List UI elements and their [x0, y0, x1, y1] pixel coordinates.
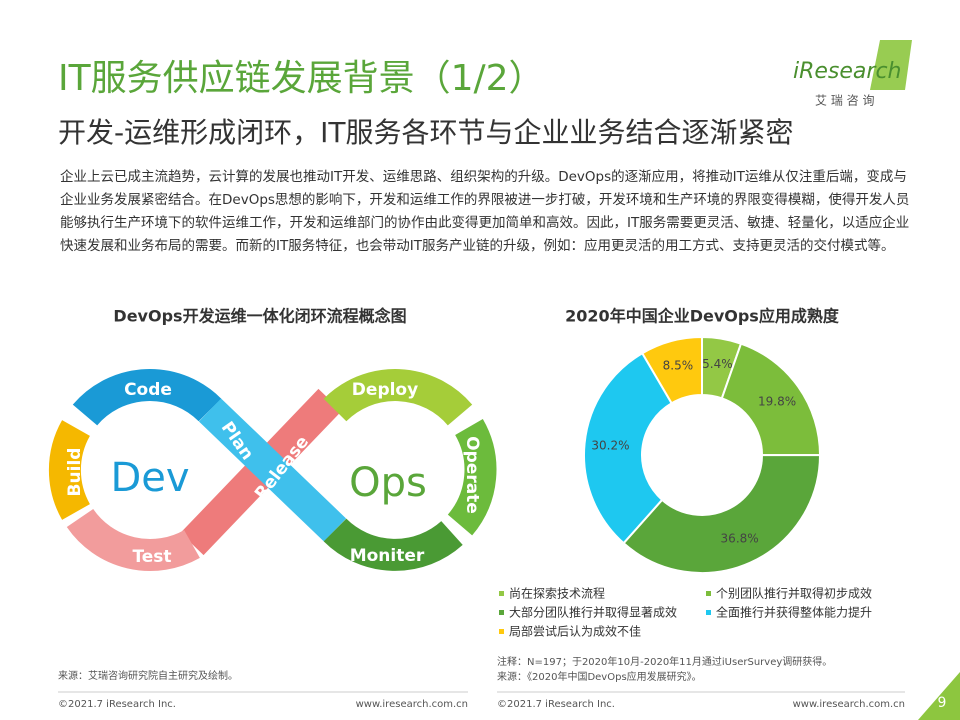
intro-paragraph: 企业上云已成主流趋势，云计算的发展也推动IT开发、运维思路、组织架构的升级。De… — [60, 169, 910, 254]
step-build: Build — [65, 448, 85, 497]
step-operate: Operate — [462, 436, 482, 514]
donut-slice — [622, 454, 822, 574]
legend-swatch — [499, 629, 504, 634]
left-source: 来源：艾瑞咨询研究院自主研究及绘制。 — [58, 669, 238, 682]
step-code: Code — [124, 380, 172, 400]
step-monitor: Moniter — [350, 546, 425, 566]
legend-label: 大部分团队推行并取得显著成效 — [509, 605, 677, 620]
page-corner — [918, 672, 960, 720]
url: www.iresearch.com.cn — [793, 699, 905, 710]
page-number: 9 — [938, 695, 947, 711]
step-deploy: Deploy — [352, 380, 418, 400]
chart-title: 2020年中国企业DevOps应用成熟度 — [565, 307, 840, 326]
copyright: ©2021.7 iResearch Inc. — [497, 699, 615, 710]
step-test: Test — [132, 547, 171, 567]
logo-shape — [870, 40, 912, 90]
deploy-band — [323, 369, 473, 426]
title: IT服务供应链发展背景（1/2） — [58, 58, 545, 99]
data-label: 30.2% — [591, 438, 629, 452]
dev-label: Dev — [110, 455, 189, 501]
copyright: ©2021.7 iResearch Inc. — [58, 699, 176, 710]
legend-label: 全面推行并获得整体能力提升 — [716, 605, 872, 620]
infinity-loop — [48, 369, 497, 571]
ops-label: Ops — [349, 460, 427, 506]
legend-label: 尚在探索技术流程 — [509, 586, 605, 601]
legend-swatch — [499, 610, 504, 615]
note: 注释：N=197；于2020年10月-2020年11月通过iUserSurvey… — [497, 655, 832, 668]
monitor-band — [323, 518, 463, 571]
url: www.iresearch.com.cn — [356, 699, 468, 710]
logo-sub: 艾 瑞 咨 询 — [815, 93, 874, 108]
data-label: 5.4% — [702, 357, 733, 371]
subtitle: 开发-运维形成闭环，IT服务各环节与企业业务结合逐渐紧密 — [58, 116, 793, 149]
legend-swatch — [706, 610, 711, 615]
data-label: 19.8% — [758, 394, 796, 408]
legend-label: 个别团队推行并取得初步成效 — [716, 586, 872, 601]
logo-bg — [780, 52, 900, 85]
code-band — [72, 369, 222, 426]
operate-band — [447, 418, 497, 536]
test-band — [66, 508, 200, 571]
diagram-title: DevOps开发运维一体化闭环流程概念图 — [113, 307, 406, 326]
donut-slice — [720, 342, 822, 457]
right-source: 来源：《2020年中国DevOps应用发展研究》。 — [497, 670, 702, 683]
legend-label: 局部尝试后认为成效不佳 — [509, 624, 641, 639]
legend-swatch — [499, 591, 504, 596]
build-band — [48, 420, 91, 520]
donut-slice — [583, 351, 674, 545]
data-label: 8.5% — [663, 359, 694, 373]
plan-band — [198, 398, 347, 542]
data-label: 36.8% — [721, 531, 759, 545]
donut-slice — [640, 335, 703, 405]
logo: iResearch — [793, 59, 902, 84]
legend-swatch — [706, 591, 711, 596]
